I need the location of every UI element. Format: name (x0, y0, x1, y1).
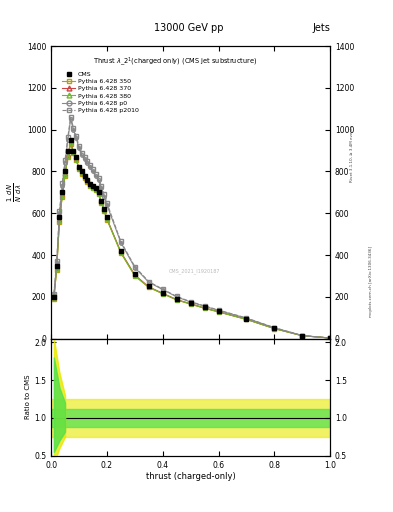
Text: Thrust $\lambda$_2$^1$(charged only) (CMS jet substructure): Thrust $\lambda$_2$^1$(charged only) (CM… (93, 55, 257, 68)
Text: 13000 GeV pp: 13000 GeV pp (154, 23, 223, 33)
Text: Jets: Jets (312, 23, 330, 33)
X-axis label: thrust (charged-only): thrust (charged-only) (146, 472, 235, 481)
Text: CMS_2021_I1920187: CMS_2021_I1920187 (168, 269, 220, 274)
Text: Rivet 3.1.10, ≥ 3.4M events: Rivet 3.1.10, ≥ 3.4M events (350, 125, 354, 182)
Y-axis label: $\frac{1}{N}\,\frac{dN}{d\lambda}$: $\frac{1}{N}\,\frac{dN}{d\lambda}$ (6, 183, 24, 202)
Text: mcplots.cern.ch [arXiv:1306.3436]: mcplots.cern.ch [arXiv:1306.3436] (369, 246, 373, 317)
Y-axis label: Ratio to CMS: Ratio to CMS (25, 375, 31, 419)
Legend: CMS, Pythia 6.428 350, Pythia 6.428 370, Pythia 6.428 380, Pythia 6.428 p0, Pyth: CMS, Pythia 6.428 350, Pythia 6.428 370,… (60, 70, 141, 115)
